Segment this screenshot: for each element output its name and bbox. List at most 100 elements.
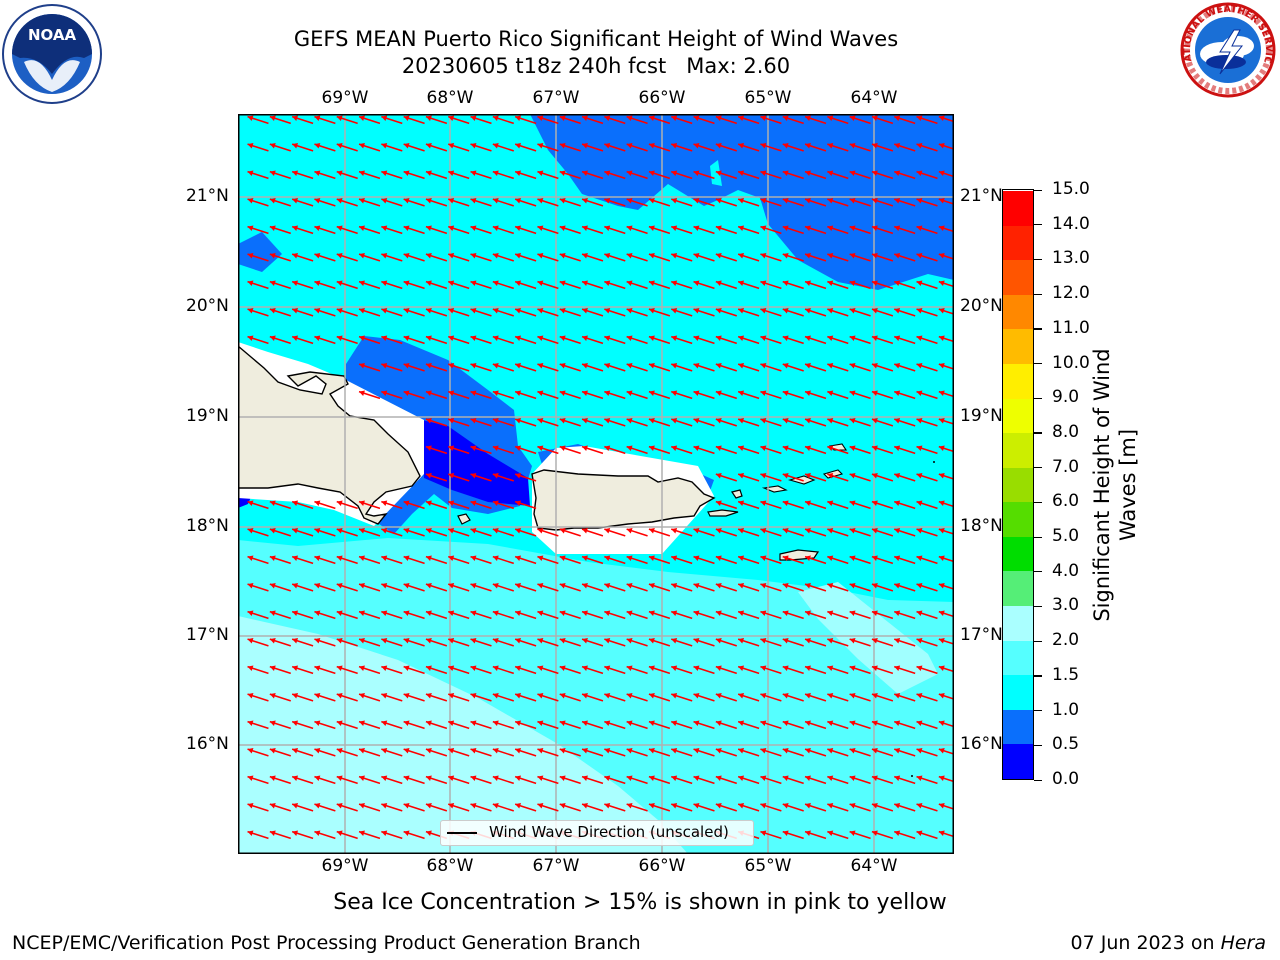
wave-vector-head (916, 307, 923, 314)
wave-vector-head (827, 280, 834, 286)
wave-vector-head (760, 362, 767, 369)
wave-vector-head (247, 802, 254, 809)
wave-vector-head (827, 417, 834, 424)
wave-vector-head (559, 417, 566, 424)
wave-vector-head (916, 142, 923, 149)
wave-vector-head (782, 472, 789, 479)
wave-vector-head (559, 390, 566, 396)
wave-vector-head (916, 390, 923, 396)
wave-vector-head (247, 197, 254, 204)
wave-vector-head (381, 252, 388, 259)
wave-vector-head (448, 720, 455, 726)
wave-vector-head (916, 225, 923, 231)
wave-vector-head (894, 555, 901, 561)
noaa-logo-text: NOAA (28, 26, 77, 44)
wave-vector-head (626, 170, 633, 176)
wave-vector-head (492, 720, 499, 726)
wave-vector-head (715, 747, 722, 754)
colorbar-bin (1003, 674, 1033, 710)
wave-vector-head (492, 225, 499, 231)
wave-vector-head (448, 500, 455, 506)
wave-vector-head (715, 445, 722, 451)
wave-vector-head (492, 417, 499, 424)
wave-vector-head (760, 692, 767, 699)
band-0-0.5 (422, 420, 530, 506)
wave-vector-head (894, 252, 901, 259)
wave-vector-head (693, 610, 700, 616)
wave-vector-head (827, 362, 834, 369)
lat-label-left-16n: 16°N (186, 734, 229, 754)
wave-vector-head (849, 280, 856, 286)
wave-vector-head (760, 252, 767, 259)
wave-vector-head (292, 637, 299, 644)
wave-vector-head (515, 445, 522, 451)
wave-vector-head (582, 582, 588, 589)
wave-vector-head (760, 500, 767, 506)
colorbar-tick-label: 13.0 (1052, 248, 1090, 269)
wave-vector-head (515, 170, 522, 176)
lon-label-top-67w: 67°W (532, 88, 580, 108)
colorbar-tick-mark (1034, 258, 1042, 261)
wave-vector-head (336, 197, 343, 204)
wave-vector-head (782, 775, 789, 781)
footer-date: 07 Jun 2023 on Hera (1071, 932, 1266, 954)
wave-vector-head (470, 335, 477, 341)
wave-vector-head (938, 142, 945, 149)
wave-vector-head (336, 582, 343, 589)
hispaniola-land (238, 345, 421, 525)
wave-vector-head (359, 390, 365, 396)
wave-vector-head (648, 142, 655, 149)
wave-vector-head (381, 225, 388, 231)
wave-vector-head (715, 665, 722, 671)
wave-vector-head (894, 445, 901, 451)
wave-vector-head (314, 142, 321, 149)
wave-vector-head (381, 582, 388, 589)
lon-label-bottom-66w: 66°W (638, 856, 686, 876)
wave-vector-head (738, 142, 745, 149)
wave-vector-head (515, 335, 522, 341)
wave-vector-head (916, 115, 923, 121)
wave-vector-head (559, 225, 566, 231)
wave-vector-head (805, 225, 811, 231)
wave-vector-head (760, 802, 767, 809)
wave-vector-head (582, 720, 588, 726)
wave-vector-head (871, 225, 878, 231)
wave-vector-head (448, 115, 455, 121)
wave-vector-head (448, 390, 455, 396)
wave-vector-head (894, 775, 901, 781)
wave-vector-head (359, 335, 365, 341)
wave-vector-head (448, 307, 455, 314)
wave-vector-head (604, 527, 611, 534)
wave-vector-head (648, 802, 655, 809)
wave-vector-head (292, 252, 299, 259)
colorbar-bin (1003, 743, 1033, 779)
wave-vector-head (359, 252, 365, 259)
wave-vector-head (805, 500, 811, 506)
wave-vector-head (916, 582, 923, 589)
wave-vector-head (916, 637, 923, 644)
wave-vector-head (359, 500, 365, 506)
wave-vector-head (604, 225, 611, 231)
wave-vector-head (671, 252, 678, 259)
wave-vector-head (425, 115, 432, 121)
wave-vector-head (671, 307, 678, 314)
wave-vector-head (537, 225, 544, 231)
wave-vector-head (425, 527, 432, 534)
wave-vector-head (604, 170, 611, 176)
wave-vector-head (782, 252, 789, 259)
lon-label-bottom-67w: 67°W (532, 856, 580, 876)
wave-vector-head (492, 142, 499, 149)
colorbar-bin (1003, 467, 1033, 503)
wave-vector-head (827, 610, 834, 616)
wave-vector-head (314, 252, 321, 259)
wave-vector-head (381, 197, 388, 204)
wave-vector-head (403, 170, 410, 176)
wave-vector-head (269, 637, 276, 644)
lon-label-top-65w: 65°W (744, 88, 792, 108)
wave-vector-head (871, 280, 878, 286)
wave-vector-head (470, 775, 477, 781)
wave-vector-head (537, 170, 544, 176)
wave-vector-head (805, 637, 811, 644)
wave-vector-head (805, 610, 811, 616)
wave-vector-head (448, 280, 455, 286)
